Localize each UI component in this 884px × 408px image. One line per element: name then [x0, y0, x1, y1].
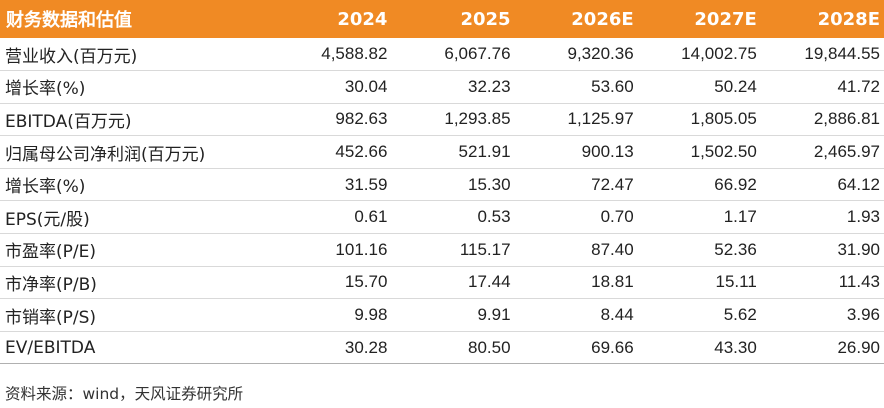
table-row: 市净率(P/B) 15.70 17.44 18.81 15.11 11.43	[0, 266, 884, 299]
table-cell: 1,805.05	[690, 109, 757, 129]
row-label: EBITDA(百万元)	[5, 111, 132, 132]
row-label: 增长率(%)	[5, 177, 86, 198]
table-cell: 6,067.76	[444, 44, 511, 64]
table-row: EV/EBITDA 30.28 80.50 69.66 43.30 26.90	[0, 331, 884, 364]
table-cell: 53.60	[591, 76, 634, 96]
table-cell: 0.53	[477, 207, 511, 227]
financial-valuation-table: 财务数据和估值 2024 2025 2026E 2027E 2028E 营业收入…	[0, 0, 884, 364]
table-cell: 900.13	[581, 142, 634, 162]
table-cell: 50.24	[714, 76, 757, 96]
table-cell: 2,886.81	[813, 109, 880, 129]
row-label: 归属母公司净利润(百万元)	[5, 144, 206, 165]
table-cell: 87.40	[591, 239, 634, 259]
table-cell: 11.43	[838, 272, 880, 292]
header-year: 2026E	[571, 8, 634, 30]
table-row: 营业收入(百万元) 4,588.82 6,067.76 9,320.36 14,002.…	[0, 38, 884, 71]
table-cell: 15.70	[344, 272, 388, 292]
table-cell: 30.04	[344, 76, 388, 96]
table-cell: 521.91	[458, 142, 511, 162]
table-cell: 31.59	[344, 174, 388, 194]
table-row: 增长率(%) 30.04 32.23 53.60 50.24 41.72	[0, 71, 884, 104]
table-cell: 1,502.50	[690, 142, 757, 162]
table-cell: 31.90	[837, 239, 880, 259]
table-cell: 1,293.85	[444, 109, 511, 129]
table-row: 增长率(%) 31.59 15.30 72.47 66.92 64.12	[0, 168, 884, 201]
table-row: 归属母公司净利润(百万元) 452.66 521.91 900.13 1,502.50 2…	[0, 136, 884, 169]
table-cell: 982.63	[335, 109, 388, 129]
table-cell: 0.70	[600, 207, 634, 227]
table-cell: 43.30	[714, 337, 757, 357]
row-label: 增长率(%)	[5, 79, 86, 100]
table-cell: 52.36	[714, 239, 757, 259]
table-cell: 30.28	[344, 337, 388, 357]
table-cell: 1,125.97	[567, 109, 634, 129]
table-row: EBITDA(百万元) 982.63 1,293.85 1,125.97 1,805.0…	[0, 103, 884, 136]
table-cell: 15.30	[468, 174, 511, 194]
row-label: EV/EBITDA	[5, 337, 96, 358]
table-cell: 19,844.55	[804, 44, 880, 64]
header-year: 2025	[460, 8, 511, 30]
header-year: 2024	[337, 8, 388, 30]
table-cell: 1.93	[846, 207, 880, 227]
table-cell: 9.91	[477, 305, 511, 325]
table-cell: 72.47	[591, 174, 634, 194]
table-cell: 41.72	[837, 76, 880, 96]
table-cell: 8.44	[600, 305, 634, 325]
header-year: 2027E	[694, 8, 757, 30]
table-row: EPS(元/股) 0.61 0.53 0.70 1.17 1.93	[0, 201, 884, 234]
row-label: 营业收入(百万元)	[5, 46, 138, 67]
table-cell: 26.90	[837, 337, 880, 357]
row-label: EPS(元/股)	[5, 209, 90, 230]
table-cell: 9,320.36	[567, 44, 634, 64]
row-label: 市销率(P/S)	[5, 307, 97, 328]
table-cell: 15.11	[715, 272, 757, 292]
table-cell: 452.66	[335, 142, 388, 162]
table-cell: 32.23	[468, 76, 511, 96]
table-cell: 80.50	[468, 337, 511, 357]
table-cell: 1.17	[723, 207, 757, 227]
table-cell: 101.16	[335, 239, 388, 259]
source-note: 资料来源：wind，天风证券研究所	[5, 385, 244, 403]
header-label: 财务数据和估值	[6, 10, 132, 31]
table-cell: 17.44	[468, 272, 511, 292]
table-row: 市销率(P/S) 9.98 9.91 8.44 5.62 3.96	[0, 299, 884, 332]
table-cell: 64.12	[837, 174, 880, 194]
table-cell: 2,465.97	[813, 142, 880, 162]
table-cell: 14,002.75	[681, 44, 757, 64]
table-cell: 5.62	[723, 305, 757, 325]
table-row: 市盈率(P/E) 101.16 115.17 87.40 52.36 31.90	[0, 234, 884, 267]
row-label: 市净率(P/B)	[5, 274, 97, 295]
header-year: 2028E	[817, 8, 880, 30]
table-cell: 115.17	[459, 239, 511, 259]
table-cell: 69.66	[591, 337, 634, 357]
table-cell: 18.81	[591, 272, 634, 292]
table-cell: 3.96	[846, 305, 880, 325]
table-cell: 9.98	[354, 305, 388, 325]
table-cell: 66.92	[714, 174, 757, 194]
table-header-row: 财务数据和估值 2024 2025 2026E 2027E 2028E	[0, 0, 884, 38]
row-label: 市盈率(P/E)	[5, 242, 96, 263]
table-cell: 0.61	[354, 207, 388, 227]
table-cell: 4,588.82	[321, 44, 388, 64]
